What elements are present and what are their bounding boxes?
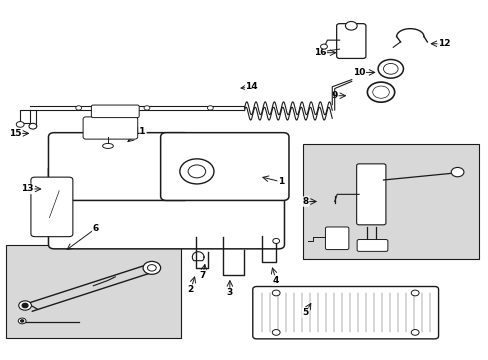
Circle shape xyxy=(20,320,23,322)
Circle shape xyxy=(450,167,463,177)
Text: 15: 15 xyxy=(9,129,21,138)
Text: 11: 11 xyxy=(133,127,145,136)
Circle shape xyxy=(76,106,81,110)
Bar xyxy=(5,244,181,338)
Circle shape xyxy=(320,44,327,49)
FancyBboxPatch shape xyxy=(48,165,284,249)
Text: 13: 13 xyxy=(21,184,34,193)
FancyBboxPatch shape xyxy=(325,227,348,249)
Circle shape xyxy=(143,261,160,274)
FancyBboxPatch shape xyxy=(91,105,139,118)
Circle shape xyxy=(345,22,356,30)
Text: 16: 16 xyxy=(313,48,325,57)
Circle shape xyxy=(180,159,214,184)
FancyBboxPatch shape xyxy=(160,133,288,201)
Circle shape xyxy=(272,329,280,335)
FancyBboxPatch shape xyxy=(48,133,189,201)
Text: 8: 8 xyxy=(302,197,308,206)
Circle shape xyxy=(410,329,418,335)
Circle shape xyxy=(147,265,156,271)
Circle shape xyxy=(144,106,150,110)
Circle shape xyxy=(29,123,37,129)
Text: 4: 4 xyxy=(272,276,279,285)
Circle shape xyxy=(366,82,394,102)
Circle shape xyxy=(377,59,403,78)
Text: 9: 9 xyxy=(331,91,337,100)
Text: 14: 14 xyxy=(245,82,258,91)
FancyBboxPatch shape xyxy=(252,287,438,339)
Text: 7: 7 xyxy=(200,270,206,279)
FancyBboxPatch shape xyxy=(31,177,73,237)
Text: 5: 5 xyxy=(302,308,308,317)
Circle shape xyxy=(410,290,418,296)
Circle shape xyxy=(207,106,213,110)
Text: 2: 2 xyxy=(187,285,194,294)
FancyBboxPatch shape xyxy=(83,117,138,139)
Circle shape xyxy=(272,238,279,243)
Text: 3: 3 xyxy=(226,288,232,297)
Ellipse shape xyxy=(102,143,113,148)
Circle shape xyxy=(372,86,388,98)
Circle shape xyxy=(272,290,280,296)
Text: 6: 6 xyxy=(92,224,99,233)
Circle shape xyxy=(383,63,397,74)
FancyBboxPatch shape xyxy=(336,24,365,58)
FancyBboxPatch shape xyxy=(356,239,387,251)
FancyBboxPatch shape xyxy=(356,164,385,225)
Circle shape xyxy=(16,122,24,127)
Circle shape xyxy=(18,318,26,324)
Circle shape xyxy=(19,301,31,310)
Text: 12: 12 xyxy=(437,39,450,48)
Text: 1: 1 xyxy=(277,177,284,186)
Circle shape xyxy=(22,303,28,308)
Circle shape xyxy=(188,165,205,178)
Text: 10: 10 xyxy=(352,68,365,77)
Bar xyxy=(303,144,478,259)
